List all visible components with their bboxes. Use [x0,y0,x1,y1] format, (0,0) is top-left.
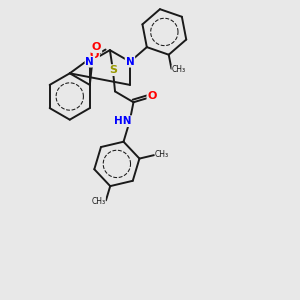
Text: N: N [85,57,94,67]
Text: CH₃: CH₃ [172,65,186,74]
Text: O: O [90,50,99,60]
Text: O: O [92,42,101,52]
Text: O: O [147,91,157,101]
Text: CH₃: CH₃ [155,150,169,159]
Text: CH₃: CH₃ [92,197,106,206]
Text: S: S [109,65,117,75]
Text: N: N [126,57,134,67]
Text: HN: HN [114,116,132,126]
